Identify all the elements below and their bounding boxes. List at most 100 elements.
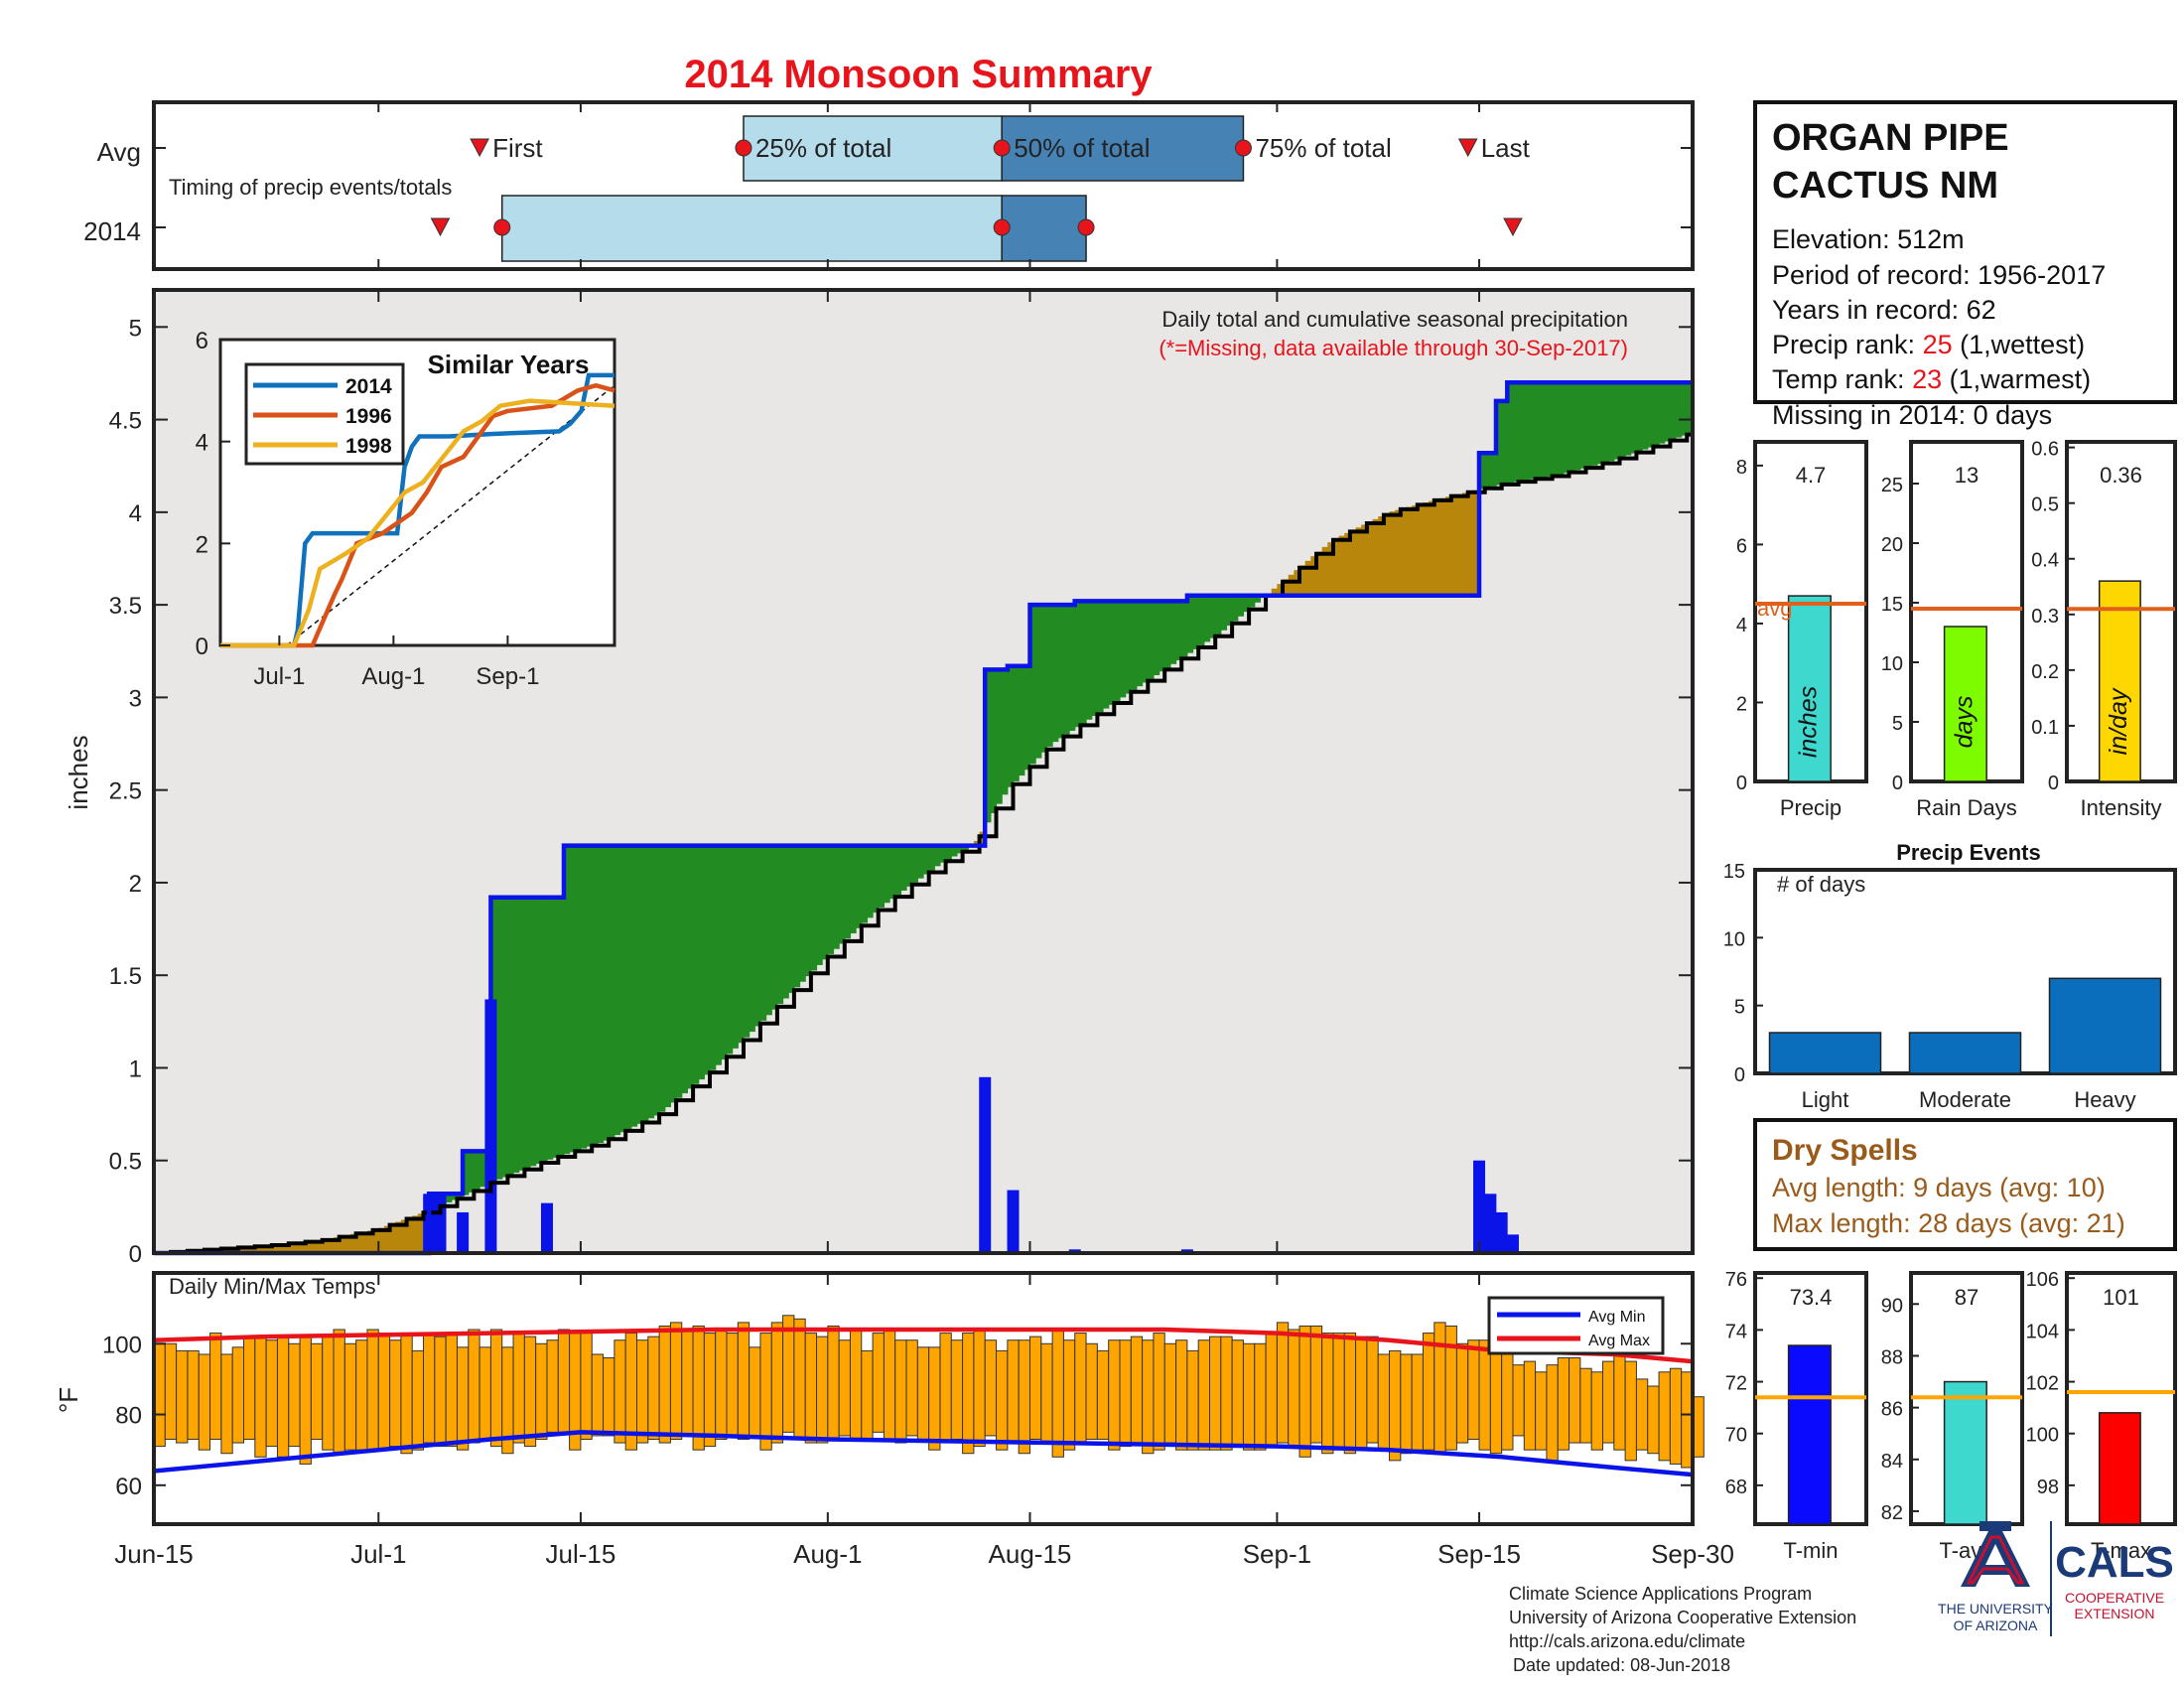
ua-logo-icon <box>1961 1521 2030 1587</box>
below-avg-fill <box>1361 524 1368 596</box>
above-avg-fill <box>653 845 660 1116</box>
rain-days-label: Rain Days <box>1916 795 2016 820</box>
rain-days-unit: days <box>1950 696 1978 749</box>
daily-precip-bar <box>979 1076 992 1253</box>
y2014-first-marker <box>430 217 451 237</box>
below-avg-fill <box>237 1247 245 1253</box>
below-avg-fill <box>1433 499 1441 596</box>
inset-ytick-label: 2 <box>196 531 208 558</box>
above-avg-fill <box>676 845 683 1098</box>
above-avg-fill <box>727 845 734 1055</box>
tmax-bar <box>2098 1412 2141 1525</box>
tavg-ytick-label: 84 <box>1881 1451 1903 1473</box>
daily-temp-bar <box>782 1315 795 1433</box>
above-avg-fill <box>996 669 1003 804</box>
daily-temp-bar <box>950 1339 964 1440</box>
tavg-ytick-label: 90 <box>1881 1295 1903 1317</box>
footer-line3: http://cals.arizona.edu/climate <box>1509 1631 1745 1651</box>
above-avg-fill <box>816 845 823 965</box>
ua-line1: THE UNIVERSITY <box>1938 1601 2054 1617</box>
inset-legend-label: 1996 <box>345 405 392 428</box>
above-avg-fill <box>732 845 739 1049</box>
avg-p50-label: 50% of total <box>1014 133 1150 163</box>
daily-temp-bar <box>669 1322 683 1440</box>
above-avg-fill <box>1664 382 1671 442</box>
daily-temp-bar <box>1040 1342 1053 1444</box>
y2014-last-marker <box>1503 217 1523 237</box>
inset-legend-label: 2014 <box>345 375 392 398</box>
daily-temp-bar <box>1579 1367 1592 1444</box>
daily-temp-bar <box>1062 1339 1076 1451</box>
y2014-50-75-box <box>1001 195 1087 262</box>
above-avg-fill <box>1175 601 1182 661</box>
precip-ylabel: inches <box>64 735 93 809</box>
above-avg-fill <box>1148 601 1155 679</box>
y2014-p25-marker <box>493 218 511 236</box>
above-avg-fill <box>1203 595 1211 642</box>
daily-temp-bar <box>1186 1349 1199 1451</box>
above-avg-fill <box>884 845 890 904</box>
above-avg-fill <box>569 845 576 1153</box>
daily-temp-bar <box>580 1333 593 1440</box>
timing-panel: Avg 2014 Timing of precip events/totals … <box>83 100 1695 271</box>
daily-temp-bar <box>198 1353 211 1451</box>
temp-ylabel: °F <box>54 1387 83 1413</box>
precip-event-label: Moderate <box>1919 1087 2011 1112</box>
precip-note: (*=Missing, data available through 30-Se… <box>1159 336 1628 360</box>
below-avg-fill <box>294 1242 301 1253</box>
tavg-ytick-label: 86 <box>1881 1399 1903 1421</box>
daily-temp-bar <box>1074 1333 1087 1444</box>
below-avg-fill <box>1372 518 1379 596</box>
timing-row-avg: Avg <box>97 137 141 167</box>
above-avg-fill <box>1097 601 1104 713</box>
precip-events-bars: Light Moderate Heavy 0 5 10 15 <box>1723 861 2162 1112</box>
below-avg-fill <box>400 1219 408 1253</box>
avg-last-marker <box>1457 138 1478 158</box>
avg-p75-marker <box>1234 139 1252 157</box>
above-avg-fill <box>894 845 901 896</box>
above-avg-fill <box>575 845 582 1151</box>
above-avg-fill <box>990 669 998 813</box>
above-avg-fill <box>1024 665 1031 771</box>
above-avg-fill <box>1114 601 1121 702</box>
below-avg-fill <box>1462 492 1469 596</box>
above-avg-fill <box>513 897 520 1174</box>
daily-temp-bar <box>737 1322 751 1440</box>
daily-temp-bar <box>254 1336 267 1458</box>
above-avg-fill <box>810 845 818 971</box>
above-avg-fill <box>681 845 689 1094</box>
precip-events-ytick-label: 10 <box>1723 928 1745 950</box>
tmin-ytick-label: 72 <box>1725 1373 1747 1395</box>
daily-temp-bar <box>1523 1360 1537 1451</box>
precip-ytick-label: 1 <box>129 1055 142 1082</box>
above-avg-fill <box>951 845 958 857</box>
intensity-value: 0.36 <box>2100 463 2142 488</box>
daily-temp-bar <box>816 1336 829 1444</box>
above-avg-fill <box>704 845 711 1075</box>
daily-temp-bar <box>804 1333 818 1444</box>
daily-temp-bar <box>849 1329 863 1440</box>
daily-temp-bar <box>591 1353 605 1437</box>
tmin-ytick-label: 70 <box>1725 1425 1747 1447</box>
tmin-label: T-min <box>1784 1538 1839 1563</box>
above-avg-fill <box>496 897 503 1180</box>
tmin-ytick-label: 68 <box>1725 1477 1747 1498</box>
daily-temp-bar <box>322 1336 335 1451</box>
above-avg-fill <box>850 845 857 934</box>
daily-temp-bar <box>456 1346 470 1451</box>
daily-temp-bar <box>343 1342 357 1451</box>
above-avg-fill <box>507 897 514 1176</box>
above-avg-fill <box>956 845 964 854</box>
daily-temp-bar <box>894 1339 907 1444</box>
above-avg-fill <box>1642 382 1649 450</box>
daily-temp-bar <box>400 1333 413 1455</box>
daily-temp-bar <box>1535 1371 1548 1451</box>
above-avg-fill <box>1681 382 1688 436</box>
daily-temp-bar <box>861 1349 874 1440</box>
above-avg-fill <box>625 845 632 1130</box>
above-avg-fill <box>592 845 599 1145</box>
avg-25-50-box <box>743 115 1003 182</box>
missing-days: Missing in 2014: 0 days <box>1772 400 2052 430</box>
above-avg-fill <box>788 845 795 993</box>
below-avg-fill <box>389 1223 396 1253</box>
